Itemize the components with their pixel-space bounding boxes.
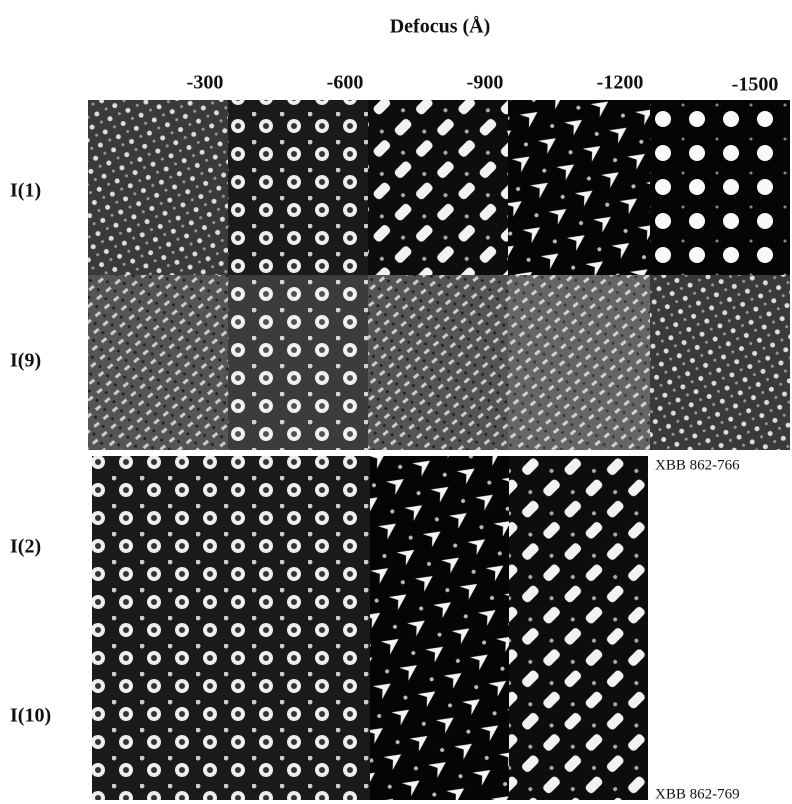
- figure-title: Defocus (Å): [390, 15, 491, 38]
- micrograph: [368, 275, 508, 450]
- caption: XBB 862-769: [655, 786, 740, 802]
- micrograph: [88, 275, 228, 450]
- micrograph: [228, 100, 368, 275]
- micrograph: [650, 275, 790, 450]
- micrograph: [370, 456, 509, 800]
- column-label: -1200: [597, 72, 644, 94]
- micrograph: [508, 275, 650, 450]
- row-label: I(10): [10, 705, 51, 727]
- column-label: -900: [467, 72, 504, 94]
- micrograph: [509, 456, 648, 800]
- micrograph: [228, 275, 368, 450]
- column-label: -600: [327, 72, 364, 94]
- column-label: -300: [187, 72, 224, 94]
- column-label: -1500: [732, 74, 779, 96]
- micrograph: [368, 100, 508, 275]
- micrograph: [92, 456, 231, 800]
- micrograph: [88, 100, 228, 275]
- figure: Defocus (Å) -300 -600 -900 -1200 -1500 I…: [0, 0, 792, 804]
- row-label: I(2): [10, 536, 41, 558]
- row-label: I(1): [10, 180, 41, 202]
- top-image-block: [88, 100, 790, 450]
- micrograph: [650, 100, 790, 275]
- caption: XBB 862-766: [655, 457, 740, 473]
- micrograph: [508, 100, 650, 275]
- row-label: I(9): [10, 350, 41, 372]
- bottom-image-block: [92, 456, 648, 800]
- micrograph: [231, 456, 370, 800]
